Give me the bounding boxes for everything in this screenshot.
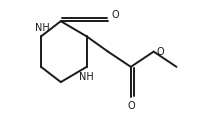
- Text: O: O: [157, 47, 164, 57]
- Text: O: O: [127, 101, 135, 111]
- Text: O: O: [111, 10, 119, 20]
- Text: NH: NH: [79, 72, 94, 82]
- Text: NH: NH: [35, 23, 50, 33]
